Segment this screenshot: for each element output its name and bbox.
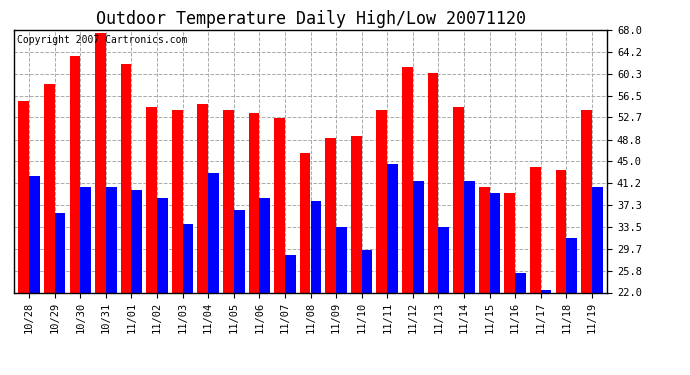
Bar	[515, 273, 526, 292]
Bar	[285, 255, 295, 292]
Bar	[581, 110, 592, 292]
Bar	[387, 164, 398, 292]
Bar	[325, 138, 336, 292]
Bar	[44, 84, 55, 292]
Bar	[146, 107, 157, 292]
Bar	[541, 290, 551, 292]
Bar	[19, 101, 29, 292]
Bar	[402, 67, 413, 292]
Bar	[80, 187, 91, 292]
Bar	[438, 227, 449, 292]
Bar	[248, 113, 259, 292]
Bar	[197, 104, 208, 292]
Bar	[121, 64, 132, 292]
Bar	[274, 118, 285, 292]
Bar	[70, 56, 80, 292]
Bar	[413, 181, 424, 292]
Bar	[223, 110, 234, 292]
Bar	[29, 176, 40, 292]
Bar	[299, 153, 310, 292]
Bar	[362, 250, 373, 292]
Bar	[208, 172, 219, 292]
Text: Copyright 2007 Cartronics.com: Copyright 2007 Cartronics.com	[17, 35, 187, 45]
Bar	[377, 110, 387, 292]
Bar	[555, 170, 566, 292]
Bar	[336, 227, 347, 292]
Bar	[464, 181, 475, 292]
Bar	[566, 238, 577, 292]
Bar	[592, 187, 602, 292]
Bar	[132, 190, 142, 292]
Bar	[310, 201, 322, 292]
Bar	[479, 187, 489, 292]
Bar	[351, 136, 362, 292]
Bar	[453, 107, 464, 292]
Bar	[106, 187, 117, 292]
Bar	[55, 213, 66, 292]
Bar	[504, 193, 515, 292]
Bar	[172, 110, 183, 292]
Bar	[530, 167, 541, 292]
Bar	[489, 193, 500, 292]
Bar	[234, 210, 244, 292]
Bar	[183, 224, 193, 292]
Title: Outdoor Temperature Daily High/Low 20071120: Outdoor Temperature Daily High/Low 20071…	[95, 10, 526, 28]
Bar	[95, 33, 106, 292]
Bar	[259, 198, 270, 292]
Bar	[428, 73, 438, 292]
Bar	[157, 198, 168, 292]
